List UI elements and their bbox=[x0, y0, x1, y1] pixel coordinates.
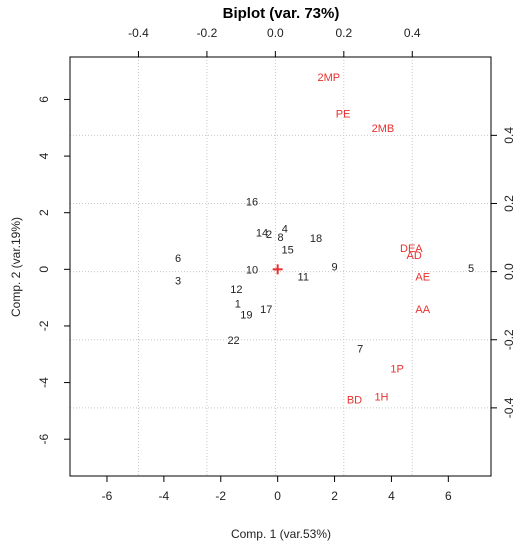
observation-point-label: 17 bbox=[260, 304, 272, 316]
variable-label: 2MP bbox=[318, 72, 341, 84]
x-axis-label: Comp. 1 (var.53%) bbox=[231, 527, 331, 541]
right-tick-label: -0.2 bbox=[502, 329, 516, 350]
variable-label: AD bbox=[407, 250, 422, 262]
observation-point-label: 4 bbox=[282, 223, 288, 235]
variable-label: AA bbox=[415, 304, 430, 316]
top-tick-label: 0.4 bbox=[404, 26, 421, 40]
right-tick-label: 0.4 bbox=[502, 127, 516, 144]
x-tick-label: 2 bbox=[331, 489, 338, 503]
observation-point-label: 7 bbox=[357, 344, 363, 356]
top-tick-label: 0.0 bbox=[267, 26, 284, 40]
x-tick-label: 0 bbox=[274, 489, 281, 503]
variable-label: DEA bbox=[400, 243, 423, 255]
observation-point-label: 9 bbox=[331, 262, 337, 274]
y-tick-label: -2 bbox=[37, 320, 51, 331]
chart-title: Biplot (var. 73%) bbox=[223, 5, 340, 22]
observation-point-label: 14 bbox=[256, 228, 268, 240]
x-tick-label: -4 bbox=[159, 489, 170, 503]
x-tick-label: -6 bbox=[102, 489, 113, 503]
observation-point-label: 15 bbox=[281, 245, 293, 257]
observation-point-label: 19 bbox=[240, 310, 252, 322]
observation-point-label: 8 bbox=[277, 232, 283, 244]
right-tick-label: -0.4 bbox=[502, 397, 516, 418]
observation-point-label: 11 bbox=[298, 271, 309, 283]
y-axis-label: Comp. 2 (var.19%) bbox=[9, 217, 23, 317]
variable-label: 2MB bbox=[372, 123, 395, 135]
top-tick-label: -0.4 bbox=[128, 26, 149, 40]
x-tick-label: 4 bbox=[388, 489, 395, 503]
top-tick-label: -0.2 bbox=[197, 26, 218, 40]
observation-point-label: 3 bbox=[175, 276, 181, 288]
variable-label: 1P bbox=[390, 363, 403, 375]
variable-label: PE bbox=[336, 109, 351, 121]
observation-point-label: 6 bbox=[175, 253, 181, 265]
observation-point-label: 12 bbox=[230, 284, 242, 296]
y-tick-label: -4 bbox=[37, 377, 51, 388]
right-tick-label: 0.2 bbox=[502, 195, 516, 212]
y-tick-label: 6 bbox=[37, 96, 51, 103]
observation-point-label: 16 bbox=[246, 196, 258, 208]
variable-label: AE bbox=[415, 271, 430, 283]
observation-point-label: 1 bbox=[235, 298, 241, 310]
observation-point-label: 5 bbox=[468, 263, 474, 275]
x-tick-label: 6 bbox=[445, 489, 452, 503]
grid-lines bbox=[70, 57, 491, 476]
observation-point-label: 18 bbox=[310, 233, 322, 245]
observation-point-label: 22 bbox=[227, 335, 239, 347]
x-tick-label: -2 bbox=[215, 489, 226, 503]
origin-marker-group bbox=[272, 264, 283, 275]
y-tick-label: -6 bbox=[37, 434, 51, 445]
variable-label: 1H bbox=[374, 392, 388, 404]
observation-point-label: 2 bbox=[266, 229, 272, 241]
y-tick-label: 4 bbox=[37, 152, 51, 159]
plot-frame bbox=[69, 56, 492, 477]
y-tick-label: 0 bbox=[37, 266, 51, 273]
observation-labels: 16 142 48 18 15 6 3 10 11 9 12 1 17 19 22 7 5 bbox=[175, 196, 474, 355]
right-tick-label: 0.0 bbox=[502, 263, 516, 280]
observation-point-label: 10 bbox=[246, 264, 258, 276]
top-tick-label: 0.2 bbox=[335, 26, 352, 40]
y-tick-label: 2 bbox=[37, 209, 51, 216]
variable-label: BD bbox=[347, 395, 362, 407]
